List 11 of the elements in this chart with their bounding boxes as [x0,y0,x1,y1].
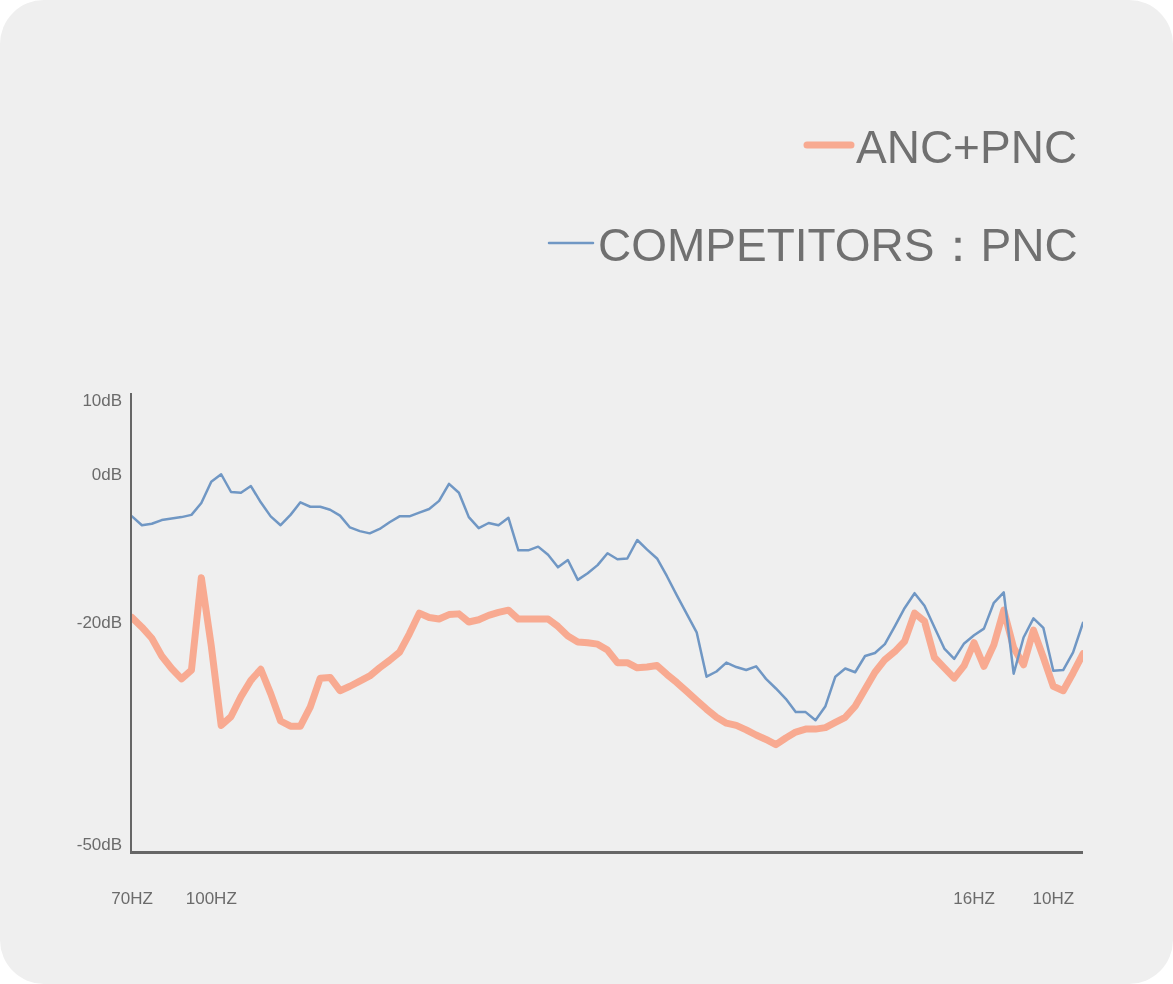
legend-label: ANC+PNC [856,120,1078,173]
y-tick-label: -20dB [76,612,123,632]
line-series [132,473,1083,722]
x-tick-label: 70HZ [111,888,153,908]
x-tick-label: 100HZ [185,888,237,908]
legend-label: COMPETITORS：PNC [598,218,1078,271]
x-tick-label: 10HZ [1032,888,1075,908]
y-tick-label: -50dB [76,834,123,854]
x-tick-label: 16HZ [953,888,995,908]
y-tick-label: 0dB [91,465,123,485]
y-tick-label: 10dB [82,391,123,411]
